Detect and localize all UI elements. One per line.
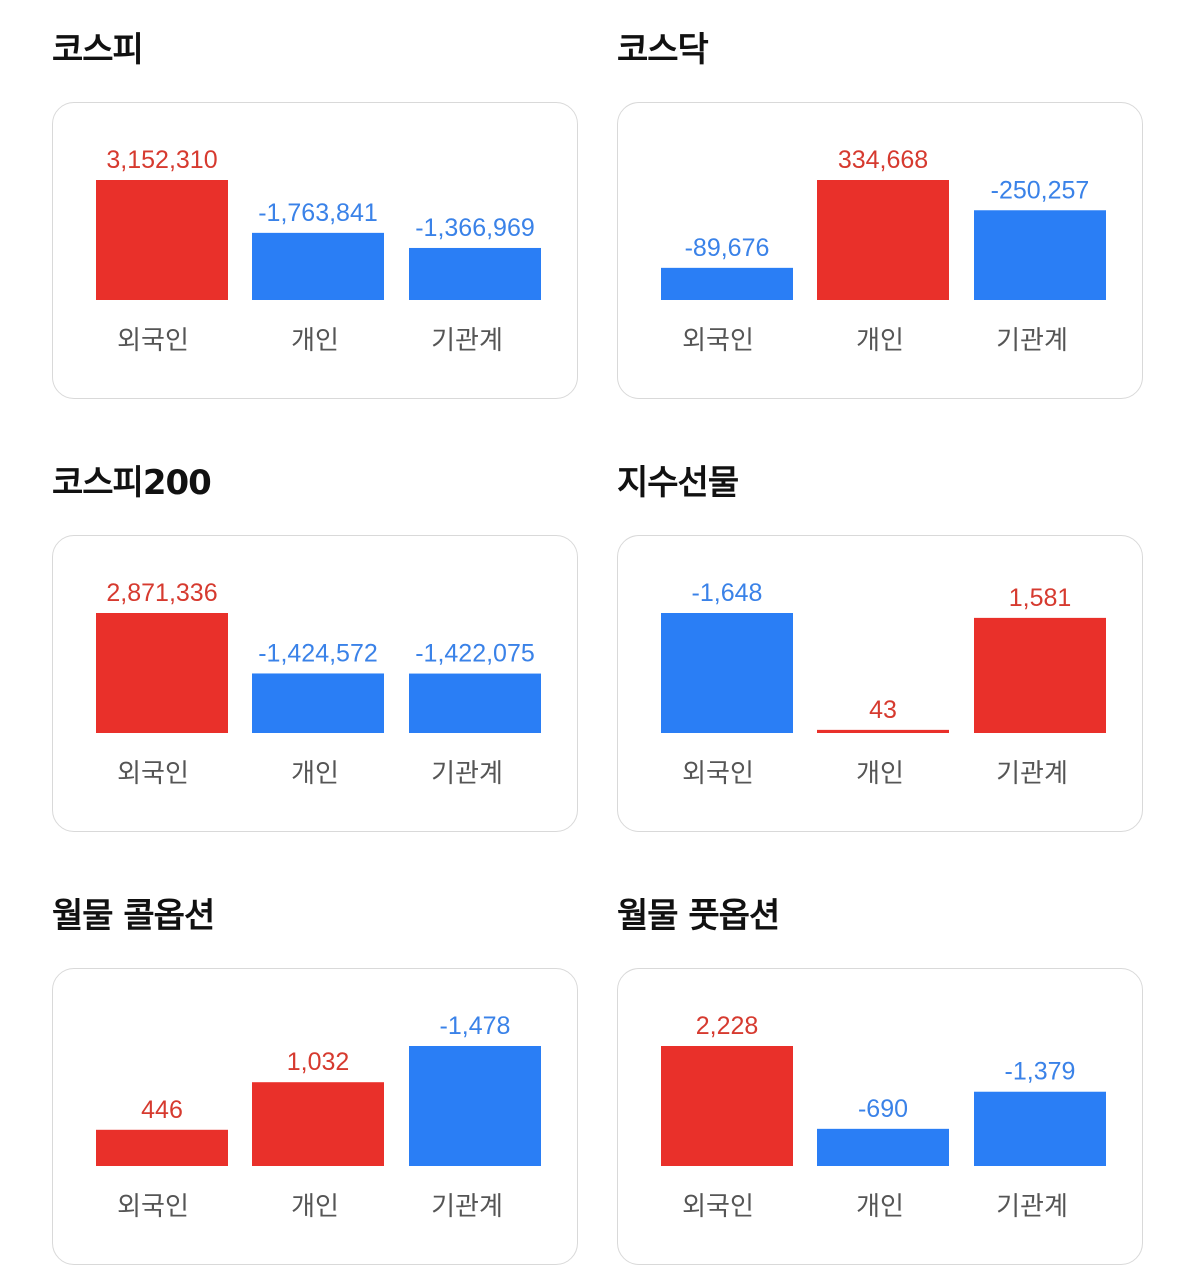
bar-chart: 2,228 외국인 -690 개인 -1,379 기관계 <box>661 1012 1106 1222</box>
value-label: 1,032 <box>287 1048 350 1076</box>
category-label: 기관계 <box>431 1192 503 1222</box>
section-title: 코스피 <box>52 30 144 70</box>
section-monthly-call-option: 월물 콜옵션 446 외국인 1,032 개인 -1,478 기관계 <box>52 866 580 1266</box>
value-label: 446 <box>141 1096 183 1124</box>
category-label: 외국인 <box>682 759 754 789</box>
bar-2 <box>817 180 949 300</box>
bar-3 <box>409 1046 541 1166</box>
bar-1 <box>661 1046 793 1166</box>
bar-3 <box>974 210 1106 300</box>
section-title: 월물 풋옵션 <box>617 896 780 936</box>
value-label: 3,152,310 <box>106 146 217 174</box>
section-monthly-put-option: 월물 풋옵션 2,228 외국인 -690 개인 -1,379 기관계 <box>617 866 1145 1266</box>
chart-card: 2,871,336 외국인 -1,424,572 개인 -1,422,075 기관계 <box>52 535 578 832</box>
bar-3 <box>974 1091 1106 1166</box>
bar-3 <box>974 617 1106 733</box>
value-label: 2,228 <box>696 1012 759 1040</box>
value-label: -1,648 <box>692 579 763 607</box>
bar-2 <box>252 673 384 733</box>
category-label: 개인 <box>856 759 904 789</box>
bar-2 <box>817 729 949 733</box>
bar-3 <box>409 673 541 733</box>
category-label: 기관계 <box>431 759 503 789</box>
section-kosdaq: 코스닥 -89,676 외국인 334,668 개인 -250,257 기관계 <box>617 0 1145 400</box>
value-label: -1,379 <box>1005 1058 1076 1086</box>
chart-card: 446 외국인 1,032 개인 -1,478 기관계 <box>52 968 578 1265</box>
section-index-futures: 지수선물 -1,648 외국인 43 개인 1,581 기관계 <box>617 433 1145 833</box>
category-label: 개인 <box>291 326 339 356</box>
value-label: 1,581 <box>1009 584 1072 612</box>
section-title: 코스피200 <box>52 463 212 503</box>
category-label: 외국인 <box>117 326 189 356</box>
category-label: 외국인 <box>117 1192 189 1222</box>
bar-2 <box>252 232 384 300</box>
value-label: -89,676 <box>685 234 770 262</box>
category-label: 개인 <box>856 326 904 356</box>
chart-card: -1,648 외국인 43 개인 1,581 기관계 <box>617 535 1143 832</box>
bar-1 <box>96 180 228 300</box>
value-label: 334,668 <box>838 146 928 174</box>
category-label: 외국인 <box>682 1192 754 1222</box>
section-title: 코스닥 <box>617 30 709 70</box>
bar-1 <box>661 613 793 733</box>
value-label: 43 <box>869 696 897 724</box>
chart-card: 3,152,310 외국인 -1,763,841 개인 -1,366,969 기관계 <box>52 102 578 399</box>
bar-1 <box>96 613 228 733</box>
bar-2 <box>252 1082 384 1166</box>
category-label: 기관계 <box>996 326 1068 356</box>
chart-card: -89,676 외국인 334,668 개인 -250,257 기관계 <box>617 102 1143 399</box>
bar-3 <box>409 247 541 300</box>
bar-2 <box>817 1128 949 1166</box>
category-label: 기관계 <box>431 326 503 356</box>
category-label: 기관계 <box>996 1192 1068 1222</box>
value-label: 2,871,336 <box>106 579 217 607</box>
section-title: 월물 콜옵션 <box>52 896 215 936</box>
category-label: 개인 <box>856 1192 904 1222</box>
value-label: -250,257 <box>991 176 1090 204</box>
value-label: -690 <box>858 1095 908 1123</box>
chart-card: 2,228 외국인 -690 개인 -1,379 기관계 <box>617 968 1143 1265</box>
value-label: -1,424,572 <box>258 639 378 667</box>
bar-chart: 2,871,336 외국인 -1,424,572 개인 -1,422,075 기관계 <box>96 579 541 789</box>
section-kospi200: 코스피200 2,871,336 외국인 -1,424,572 개인 -1,422,07… <box>52 433 580 833</box>
category-label: 외국인 <box>117 759 189 789</box>
bar-chart: -89,676 외국인 334,668 개인 -250,257 기관계 <box>661 146 1106 356</box>
value-label: -1,422,075 <box>415 640 535 668</box>
bar-chart: 3,152,310 외국인 -1,763,841 개인 -1,366,969 기관계 <box>96 146 541 356</box>
section-kospi: 코스피 3,152,310 외국인 -1,763,841 개인 -1,366,969 기관… <box>52 0 580 400</box>
bar-1 <box>96 1129 228 1166</box>
bar-1 <box>661 267 793 300</box>
bar-chart: -1,648 외국인 43 개인 1,581 기관계 <box>661 579 1106 789</box>
value-label: -1,478 <box>440 1012 511 1040</box>
section-title: 지수선물 <box>617 463 739 503</box>
value-label: -1,366,969 <box>415 214 535 242</box>
value-label: -1,763,841 <box>258 199 378 227</box>
category-label: 외국인 <box>682 326 754 356</box>
category-label: 개인 <box>291 759 339 789</box>
category-label: 개인 <box>291 1192 339 1222</box>
category-label: 기관계 <box>996 759 1068 789</box>
bar-chart: 446 외국인 1,032 개인 -1,478 기관계 <box>96 1012 541 1222</box>
